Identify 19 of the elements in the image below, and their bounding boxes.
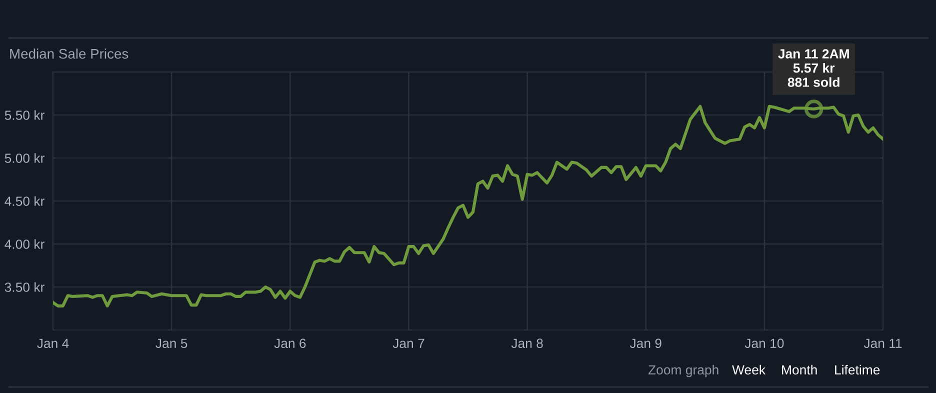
x-tick-label: Jan 8 (511, 338, 543, 348)
x-tick-label: Jan 6 (274, 338, 306, 348)
x-tick-label: Jan 9 (630, 338, 662, 348)
annotation: Jan 11 2AM 5.57 kr 881 sold (778, 49, 849, 87)
x-tick-label: Jan 5 (156, 338, 188, 348)
text: Week (732, 364, 766, 375)
y-tick-label: 4.00 kr (4, 239, 44, 249)
x-tick-label: Jan 4 (37, 338, 69, 348)
x-tick-label: Jan 11 (864, 338, 902, 348)
y-tick-label: 5.50 kr (4, 110, 44, 120)
y-tick-label: 4.50 kr (4, 196, 44, 206)
text: Zoom graph (648, 364, 718, 378)
text: Month (782, 364, 817, 375)
text: Lifetime (835, 364, 880, 375)
x-tick-label: Jan 10 (744, 338, 784, 348)
y-tick-label: 3.50 kr (4, 282, 44, 292)
chart-title: Median Sale Prices (10, 48, 128, 59)
x-tick-label: Jan 7 (392, 338, 424, 348)
y-tick-label: 5.00 kr (4, 153, 44, 163)
